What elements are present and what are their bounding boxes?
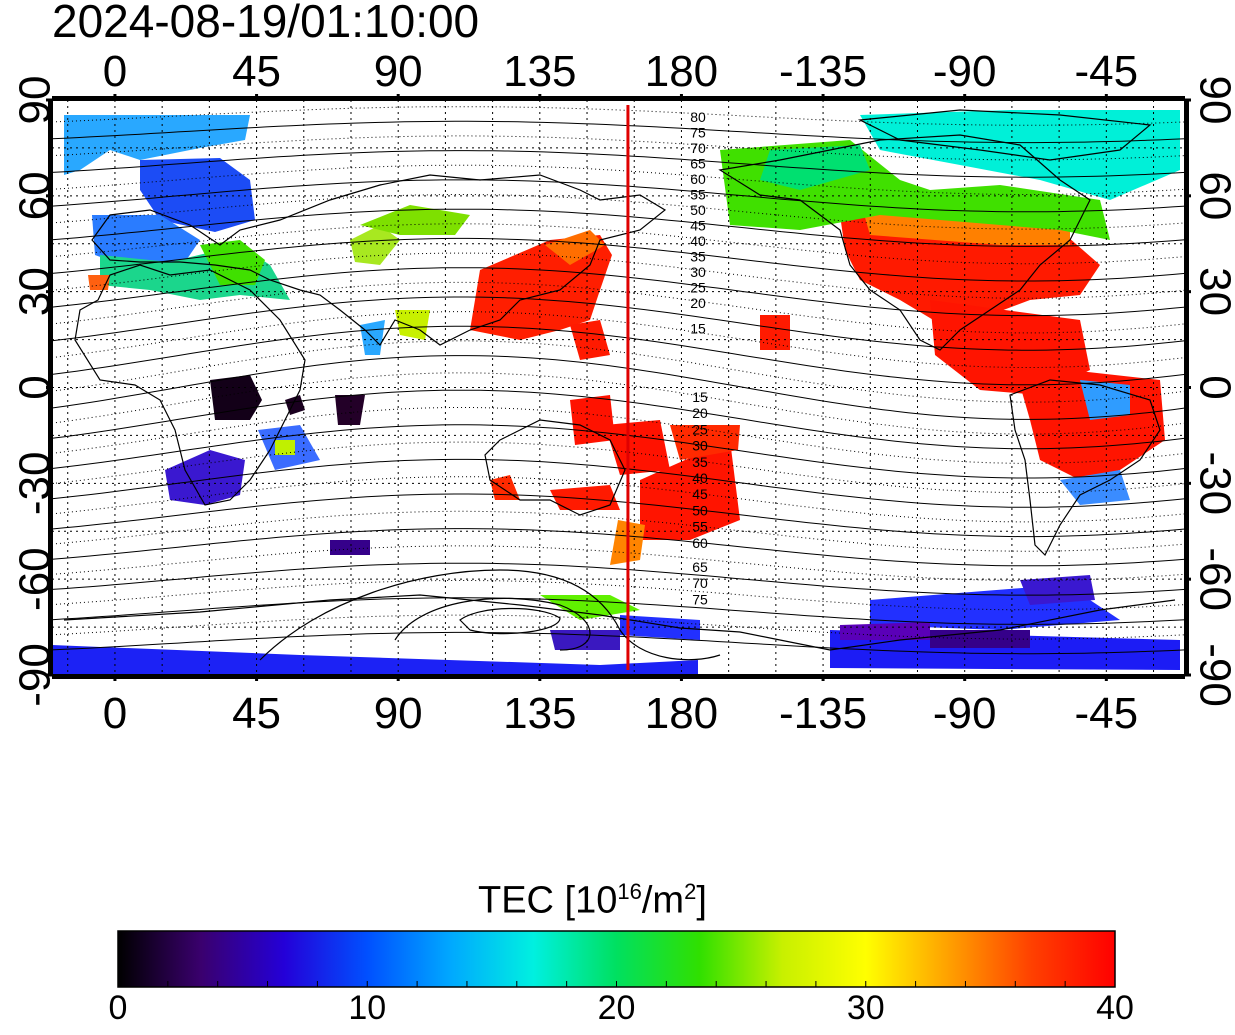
magnetic-contour xyxy=(52,150,1185,178)
contour-label: 20 xyxy=(692,405,708,421)
contour-label: 45 xyxy=(690,218,706,234)
magnetic-contour xyxy=(52,106,1185,126)
x-tick-label-bottom: -45 xyxy=(1075,689,1139,738)
x-tick-label-bottom: 90 xyxy=(374,689,423,738)
contour-label: 55 xyxy=(692,519,708,535)
y-tick-label-left: -30 xyxy=(11,452,60,516)
magnetic-contour xyxy=(52,325,1185,386)
x-tick-label-bottom: -90 xyxy=(933,689,997,738)
tec-world-map: 0 0 45 45 90 90 135 135 180 180 -135 -135 -90 -90 -45 -… xyxy=(11,47,1235,738)
bottom-frame-bar xyxy=(52,675,1185,679)
contour-label: 60 xyxy=(692,535,708,551)
y-tick-label-right: 60 xyxy=(1190,171,1235,220)
colorbar-title: TEC [1016/m2] xyxy=(478,879,707,922)
x-tick-label-top: -45 xyxy=(1075,47,1139,96)
y-tick-label-left: 30 xyxy=(11,267,60,316)
contour-label: 75 xyxy=(692,591,708,607)
top-frame-bar xyxy=(52,96,1185,100)
contour-label: 15 xyxy=(692,389,708,405)
contour-label: 35 xyxy=(692,454,708,470)
colorbar-tick-label: 10 xyxy=(348,989,386,1027)
contour-label: 50 xyxy=(690,202,706,218)
coastlines xyxy=(63,109,1176,661)
y-tick-label-left: 90 xyxy=(11,76,60,125)
colorbar-ticks: 0 10 20 30 40 xyxy=(109,981,1134,1027)
contour-label: 80 xyxy=(690,109,706,125)
y-tick-label-right: 30 xyxy=(1190,267,1235,316)
x-tick-label-top: 135 xyxy=(503,47,576,96)
contour-label: 50 xyxy=(692,502,708,518)
contour-label: 20 xyxy=(690,295,706,311)
contour-label: 25 xyxy=(692,421,708,437)
y-tick-label-left: 60 xyxy=(11,171,60,220)
contour-label: 30 xyxy=(692,438,708,454)
y-tick-label-right: 90 xyxy=(1190,76,1235,125)
magnetic-contour xyxy=(52,120,1185,144)
y-tick-label-left: -60 xyxy=(11,547,60,611)
map-timestamp: 2024-08-19/01:10:00 xyxy=(52,0,480,47)
magnetic-contour xyxy=(52,296,1185,351)
contour-label: 35 xyxy=(690,249,706,265)
x-tick-label-top: -90 xyxy=(933,47,997,96)
magnetic-contour xyxy=(52,355,1185,420)
contour-label: 55 xyxy=(690,187,706,203)
y-tick-label-right: -60 xyxy=(1190,547,1235,611)
colorbar-tick-label: 40 xyxy=(1096,989,1134,1027)
colorbar-gradient xyxy=(117,930,1116,988)
contour-label: 30 xyxy=(690,264,706,280)
contour-label: 15 xyxy=(690,321,706,337)
x-tick-label-top: 0 xyxy=(103,47,127,96)
x-tick-label-top: -135 xyxy=(779,47,867,96)
colorbar-tick-label: 30 xyxy=(847,989,885,1027)
contour-label: 25 xyxy=(690,280,706,296)
magnetic-contour xyxy=(52,208,1185,247)
magnetic-contour xyxy=(52,424,1185,479)
contour-label: 65 xyxy=(692,559,708,575)
magnetic-contour xyxy=(52,267,1185,317)
map-axes: 0 0 45 45 90 90 135 135 180 180 -135 -135 -90 -90 -45 -… xyxy=(11,47,1235,738)
contour-label: 65 xyxy=(690,156,706,172)
y-tick-label-left: 0 xyxy=(11,375,60,399)
magnetic-contour xyxy=(52,179,1185,213)
magnetic-latitude-contours xyxy=(52,106,1185,655)
magnetic-contour xyxy=(52,510,1185,552)
magnetic-contour xyxy=(52,493,1185,538)
x-tick-label-top: 90 xyxy=(374,47,423,96)
y-tick-label-right: 0 xyxy=(1190,375,1235,399)
magnetic-contour xyxy=(52,237,1185,282)
x-tick-label-bottom: -135 xyxy=(779,689,867,738)
x-tick-label-bottom: 0 xyxy=(103,689,127,738)
right-frame-bar xyxy=(1185,100,1189,675)
magnetic-contour xyxy=(52,252,1185,299)
magnetic-contour xyxy=(52,223,1185,265)
left-frame-bar xyxy=(48,100,52,675)
y-tick-label-right: -90 xyxy=(1190,643,1235,707)
contour-label: 70 xyxy=(692,575,708,591)
contour-label: 45 xyxy=(692,486,708,502)
magnetic-contour xyxy=(52,562,1185,596)
x-tick-label-bottom: 135 xyxy=(503,689,576,738)
colorbar-tick-label: 0 xyxy=(109,989,128,1027)
contour-label: 40 xyxy=(690,233,706,249)
magnetic-contour xyxy=(52,631,1185,655)
contour-label: 70 xyxy=(690,140,706,156)
tec-colorbar: 0 10 20 30 40 xyxy=(109,930,1134,1027)
x-tick-label-top: 45 xyxy=(232,47,281,96)
x-tick-label-bottom: 45 xyxy=(232,689,281,738)
contour-labels: 8075706560555045403530252015152025303540… xyxy=(690,109,708,607)
y-tick-label-right: -30 xyxy=(1190,452,1235,516)
x-tick-label-top: 180 xyxy=(645,47,718,96)
colorbar-tick-label: 20 xyxy=(598,989,636,1027)
y-tick-label-left: -90 xyxy=(11,643,60,707)
magnetic-contour xyxy=(52,528,1185,567)
contour-label: 60 xyxy=(690,171,706,187)
magnetic-contour xyxy=(52,458,1185,508)
x-tick-label-bottom: 180 xyxy=(645,689,718,738)
contour-label: 40 xyxy=(692,470,708,486)
magnetic-contour xyxy=(52,389,1185,450)
magnetic-contour xyxy=(52,597,1185,625)
contour-label: 75 xyxy=(690,125,706,141)
